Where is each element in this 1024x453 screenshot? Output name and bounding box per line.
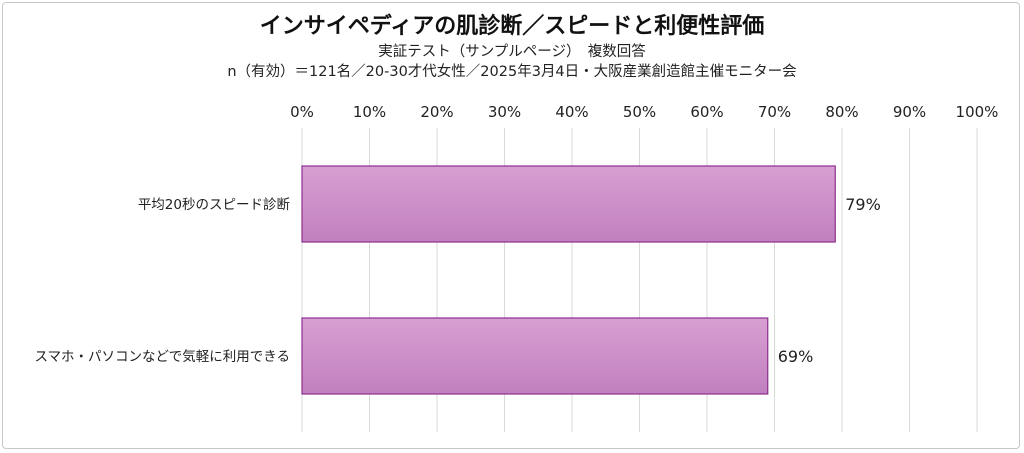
category-label-1: 平均20秒のスピード診断 — [138, 197, 290, 213]
bars — [301, 165, 836, 395]
x-tick-label: 60% — [690, 103, 723, 121]
x-tick-label: 100% — [956, 103, 999, 121]
data-label-2: 69% — [778, 347, 814, 366]
x-tick-label: 20% — [420, 103, 453, 121]
chart-subtitle-line-2: n（有効）＝121名／20-30才代女性／2025年3月4日・大阪産業創造館主催… — [227, 64, 797, 80]
x-tick-label: 70% — [758, 103, 791, 121]
x-tick-label: 0% — [290, 103, 314, 121]
category-label-2: スマホ・パソコンなどで気軽に利用できる — [34, 349, 290, 365]
labels: 79% 平均20秒のスピード診断 69% スマホ・パソコンなどで気軽に利用できる — [34, 195, 880, 366]
data-label-1: 79% — [845, 195, 881, 214]
x-tick-label: 80% — [825, 103, 858, 121]
chart-title: インサイペディアの肌診断／スピードと利便性評価 — [259, 14, 765, 39]
x-tick-label: 50% — [623, 103, 656, 121]
x-tick-label: 90% — [893, 103, 926, 121]
bar-1 — [301, 165, 836, 243]
x-tick-label: 40% — [555, 103, 588, 121]
x-axis-tick-labels: 0% 10% 20% 30% 40% 50% 60% 70% 80% 90% 100% — [290, 103, 998, 121]
x-tick-label: 10% — [353, 103, 386, 121]
chart-subtitle-line-1: 実証テスト（サンプルページ） 複数回答 — [378, 44, 646, 60]
x-tick-label: 30% — [488, 103, 521, 121]
bar-2 — [301, 317, 769, 395]
